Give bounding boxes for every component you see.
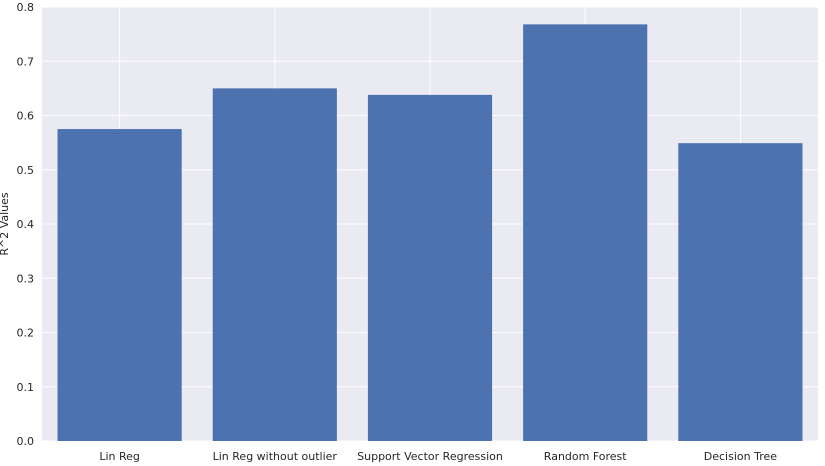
y-tick-label: 0.1 xyxy=(17,381,35,394)
y-tick-label: 0.0 xyxy=(17,435,35,448)
y-axis-label: R^2 Values xyxy=(0,192,11,256)
x-tick-label: Lin Reg xyxy=(99,450,140,463)
bar-decision-tree xyxy=(678,143,803,442)
y-tick-label: 0.2 xyxy=(17,327,35,340)
y-tick-label: 0.7 xyxy=(17,55,35,68)
bar-lin-reg xyxy=(57,129,182,441)
bars xyxy=(57,24,803,442)
x-tick-label: Random Forest xyxy=(544,450,627,463)
bar-lin-reg-without-outlier xyxy=(212,88,337,441)
x-tick-label: Support Vector Regression xyxy=(357,450,503,463)
bar-support-vector-regression xyxy=(367,94,493,441)
y-tick-label: 0.8 xyxy=(17,1,35,14)
x-tick-label: Decision Tree xyxy=(704,450,777,463)
x-tick-labels: Lin Reg Lin Reg without outlier Support Ve… xyxy=(99,450,777,463)
x-tick-label: Lin Reg without outlier xyxy=(213,450,338,463)
y-tick-label: 0.5 xyxy=(17,164,35,177)
y-tick-label: 0.6 xyxy=(17,110,35,123)
y-tick-label: 0.3 xyxy=(17,272,35,285)
y-tick-labels: 0.0 0.1 0.2 0.3 0.4 0.5 0.6 0.7 0.8 xyxy=(17,1,35,448)
y-tick-label: 0.4 xyxy=(17,218,35,231)
bar-random-forest xyxy=(523,24,648,442)
